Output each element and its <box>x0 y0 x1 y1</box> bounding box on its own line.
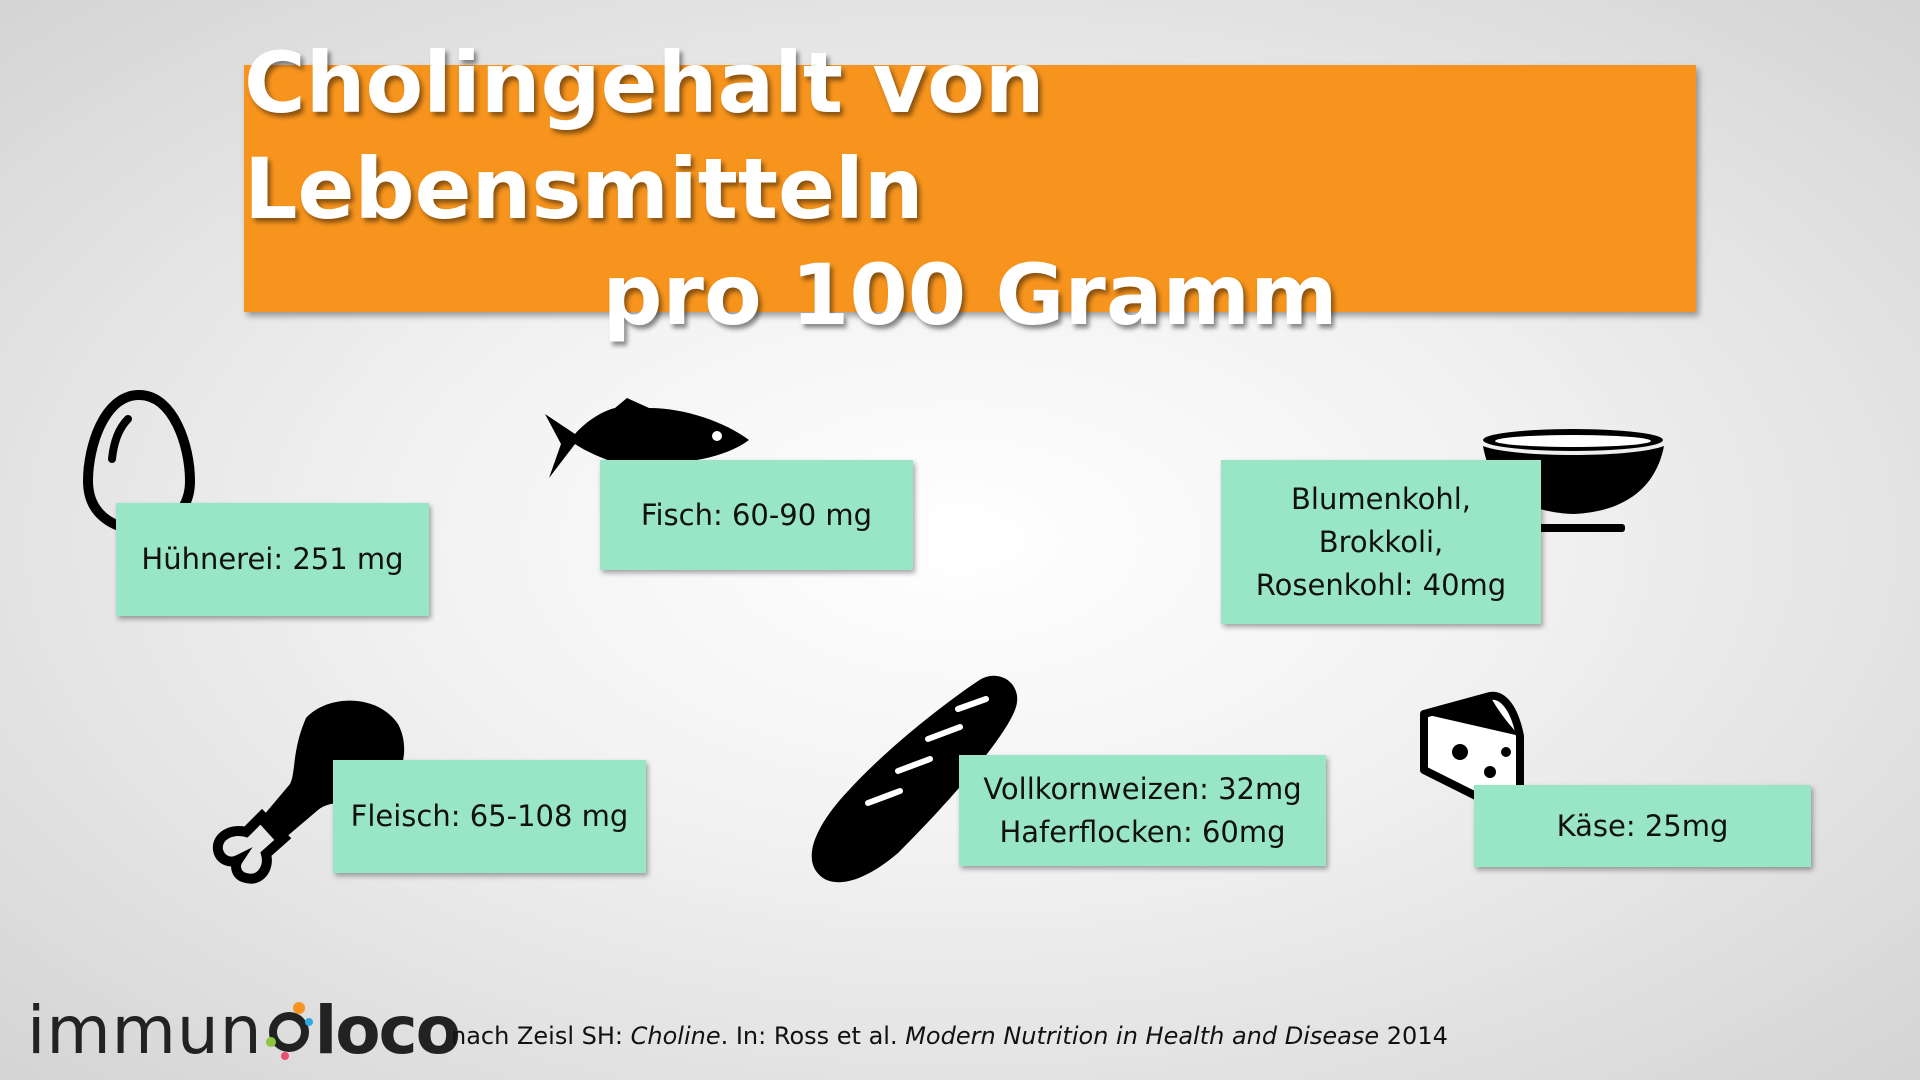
logo-mark <box>265 1002 313 1060</box>
food-label: Fleisch: 65-108 mg <box>333 760 646 873</box>
citation-text: . In: Ross et al. <box>720 1022 906 1050</box>
food-label: Blumenkohl, Brokkoli, Rosenkohl: 40mg <box>1221 460 1541 624</box>
label-line: Haferflocken: 60mg <box>999 814 1286 849</box>
food-label: Käse: 25mg <box>1474 785 1811 867</box>
logo-text: loco <box>314 991 461 1069</box>
citation: nach Zeisl SH: Choline. In: Ross et al. … <box>451 1022 1448 1050</box>
food-label: Fisch: 60-90 mg <box>600 460 913 570</box>
label-line: Hühnerei: 251 mg <box>141 542 404 576</box>
drumstick-icon <box>212 700 405 884</box>
label-line: Käse: 25mg <box>1556 808 1729 843</box>
logo: immun loco <box>27 990 461 1070</box>
label-line: Fisch: 60-90 mg <box>640 497 873 532</box>
food-label: Vollkornweizen: 32mg Haferflocken: 60mg <box>959 755 1326 866</box>
label-line: Blumenkohl, <box>1291 481 1471 516</box>
citation-book: Modern Nutrition in Health and Disease <box>905 1022 1380 1050</box>
title-box: Cholingehalt von Lebensmitteln pro 100 G… <box>244 34 1696 344</box>
label-line: Rosenkohl: 40mg <box>1255 567 1507 602</box>
title-line: Cholingehalt von Lebensmitteln <box>244 33 1045 238</box>
label-line: Vollkornweizen: 32mg <box>983 771 1302 806</box>
food-label: Hühnerei: 251 mg <box>116 503 429 616</box>
title-line: pro 100 Gramm <box>602 245 1338 344</box>
citation-text: 2014 <box>1379 1022 1448 1050</box>
label-line: Fleisch: 65-108 mg <box>350 799 629 833</box>
logo-text: immun <box>27 991 263 1069</box>
citation-text: nach Zeisl SH: <box>451 1022 631 1050</box>
bread-icon <box>811 675 1018 883</box>
label-line: Brokkoli, <box>1318 524 1444 559</box>
fish-icon <box>545 398 749 478</box>
citation-chapter: Choline <box>630 1022 721 1050</box>
